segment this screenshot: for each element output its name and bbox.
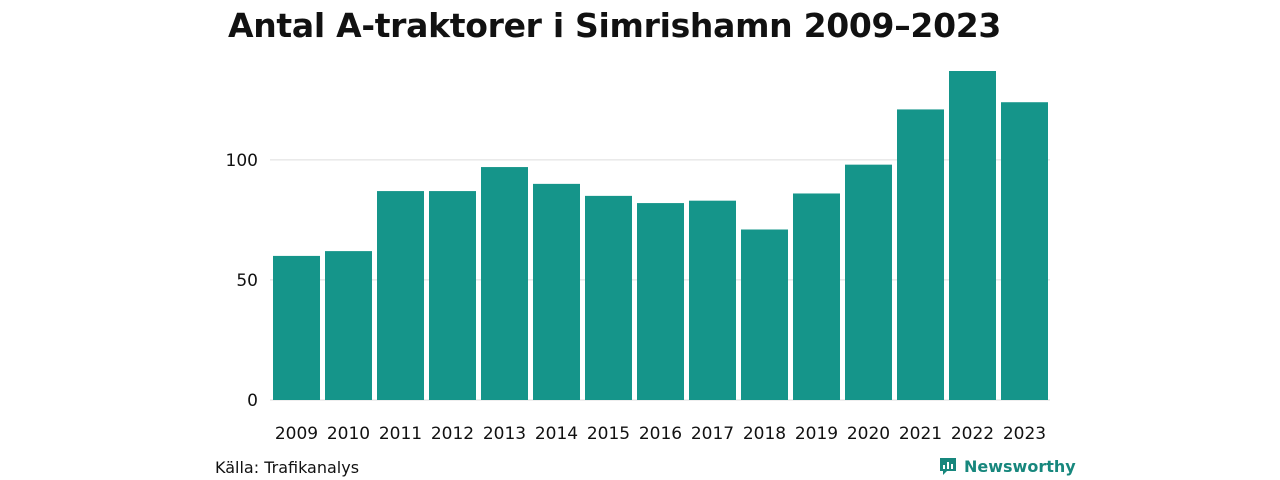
y-tick-label: 50 <box>236 271 258 291</box>
x-tick-label: 2018 <box>743 424 786 444</box>
x-tick-label: 2015 <box>587 424 630 444</box>
newsworthy-icon <box>940 458 956 475</box>
bar-2021 <box>897 109 944 401</box>
x-tick-label: 2019 <box>795 424 838 444</box>
source-label: Källa: Trafikanalys <box>215 458 360 477</box>
bar-2023 <box>1001 102 1048 400</box>
chart-title: Antal A-traktorer i Simrishamn 2009–2023 <box>228 6 1002 45</box>
x-tick-label: 2022 <box>951 424 994 444</box>
brand-logo: Newsworthy <box>938 456 1076 476</box>
x-tick-label: 2014 <box>535 424 578 444</box>
y-tick-label: 0 <box>247 391 258 411</box>
y-tick-label: 100 <box>226 151 258 171</box>
bar-2017 <box>689 200 736 400</box>
x-tick-label: 2013 <box>483 424 526 444</box>
x-axis-ticks: 2009 2010 2011 2012 2013 2014 2015 2016 2017 2018… <box>275 424 1046 444</box>
x-tick-label: 2010 <box>327 424 370 444</box>
bar-2020 <box>845 164 892 400</box>
bar-2014 <box>533 183 580 400</box>
x-tick-label: 2017 <box>691 424 734 444</box>
bar-2011 <box>377 191 424 400</box>
x-tick-label: 2009 <box>275 424 318 444</box>
x-tick-label: 2016 <box>639 424 682 444</box>
bar-2010 <box>325 251 372 400</box>
bar-2022 <box>949 71 996 400</box>
bar-2019 <box>793 193 840 400</box>
brand-name: Newsworthy <box>964 456 1076 476</box>
y-axis-ticks: 0 50 100 <box>226 151 258 411</box>
x-tick-label: 2021 <box>899 424 942 444</box>
x-tick-label: 2020 <box>847 424 890 444</box>
x-tick-label: 2012 <box>431 424 474 444</box>
bars <box>273 71 1048 401</box>
bar-2018 <box>741 229 788 400</box>
bar-2015 <box>585 195 632 400</box>
bar-2012 <box>429 191 476 400</box>
x-tick-label: 2023 <box>1003 424 1046 444</box>
bar-2009 <box>273 255 320 400</box>
x-tick-label: 2011 <box>379 424 422 444</box>
bar-2016 <box>637 203 684 400</box>
bar-2013 <box>481 167 528 400</box>
